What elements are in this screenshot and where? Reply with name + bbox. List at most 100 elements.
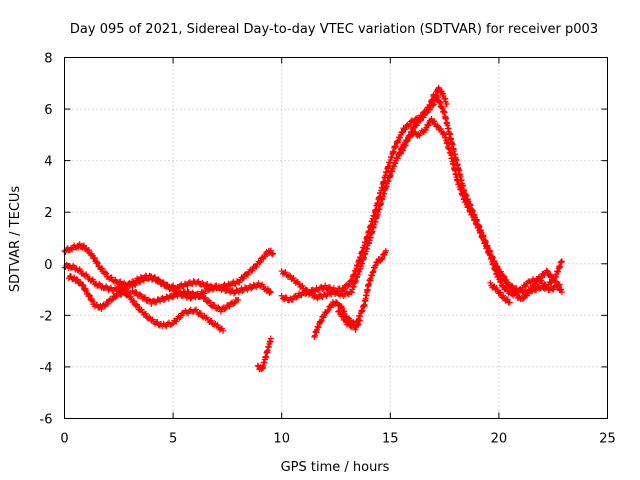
data-point	[506, 299, 513, 306]
data-point	[133, 289, 140, 296]
data-point	[543, 267, 550, 274]
data-point	[134, 303, 141, 310]
series-track-j	[398, 84, 450, 157]
data-point	[112, 294, 119, 301]
data-point	[378, 256, 385, 263]
data-point	[203, 314, 210, 321]
data-point	[395, 137, 402, 144]
data-point	[187, 295, 194, 302]
data-point	[443, 100, 450, 107]
data-point	[497, 268, 504, 275]
data-point	[164, 320, 171, 327]
data-point	[337, 304, 344, 311]
data-point	[469, 211, 476, 218]
data-point	[501, 273, 508, 280]
x-axis-label: GPS time / hours	[281, 460, 390, 475]
data-point	[558, 258, 565, 265]
grid	[64, 57, 608, 419]
data-point	[248, 285, 255, 292]
data-point	[437, 125, 444, 132]
data-point	[500, 292, 507, 299]
data-point	[420, 114, 427, 121]
data-point	[534, 278, 541, 285]
series-track-g	[278, 115, 565, 302]
data-point	[202, 295, 209, 302]
data-point	[282, 269, 289, 276]
data-point	[341, 286, 348, 293]
data-point	[487, 279, 494, 286]
data-point	[406, 134, 413, 141]
data-point	[427, 106, 434, 113]
data-point	[204, 281, 211, 288]
x-tick-label: 5	[169, 432, 177, 447]
data-point	[431, 118, 438, 125]
data-point	[99, 265, 106, 272]
data-point	[392, 160, 399, 167]
x-tick-label: 25	[599, 432, 616, 447]
data-point	[168, 284, 175, 291]
data-point	[151, 274, 158, 281]
data-point	[429, 102, 436, 109]
data-point	[379, 255, 386, 262]
data-point	[94, 258, 101, 265]
data-point	[508, 285, 515, 292]
data-point	[256, 259, 263, 266]
data-point	[126, 282, 133, 289]
data-point	[174, 293, 181, 300]
y-tick-label: 0	[44, 258, 52, 273]
data-point	[116, 283, 123, 290]
y-tick-label: 8	[44, 52, 52, 67]
data-point	[290, 274, 297, 281]
data-point	[127, 293, 134, 300]
data-point	[504, 296, 511, 303]
data-point	[537, 275, 544, 282]
data-point	[102, 269, 109, 276]
data-point	[406, 121, 413, 128]
data-point	[299, 282, 306, 289]
data-point	[498, 278, 505, 285]
data-point	[346, 320, 353, 327]
data-point	[86, 292, 93, 299]
data-point	[548, 279, 555, 286]
y-tick-label: 6	[44, 103, 52, 118]
data-point	[86, 247, 93, 254]
data-point	[86, 292, 93, 299]
data-point	[142, 294, 149, 301]
data-point	[394, 138, 401, 145]
data-points	[61, 84, 565, 373]
data-point	[197, 310, 204, 317]
data-point	[355, 321, 362, 328]
data-point	[257, 258, 264, 265]
data-point	[533, 287, 540, 294]
data-point	[148, 300, 155, 307]
x-tick-label: 0	[60, 432, 68, 447]
data-point	[399, 129, 406, 136]
data-point	[402, 142, 409, 149]
data-point	[249, 267, 256, 274]
data-point	[98, 306, 105, 313]
data-point	[267, 289, 274, 296]
data-point	[108, 297, 115, 304]
data-point	[207, 299, 214, 306]
data-point	[472, 220, 479, 227]
data-point	[558, 286, 565, 293]
data-point	[211, 302, 218, 309]
data-point	[131, 298, 138, 305]
data-point	[80, 282, 87, 289]
tick-labels: 0 5 10 15 20 25 -6 -4 -2 0 2 4 6 8	[40, 52, 616, 447]
data-point	[409, 129, 416, 136]
y-tick-label: 4	[44, 155, 52, 170]
data-point	[422, 127, 429, 134]
data-point	[176, 314, 183, 321]
data-point	[101, 303, 108, 310]
data-point	[544, 268, 551, 275]
data-point	[89, 298, 96, 305]
data-point	[236, 279, 243, 286]
series-track-h	[311, 247, 389, 341]
data-point	[509, 286, 516, 293]
data-point	[317, 318, 324, 325]
data-point	[333, 298, 339, 305]
data-point	[506, 281, 513, 288]
